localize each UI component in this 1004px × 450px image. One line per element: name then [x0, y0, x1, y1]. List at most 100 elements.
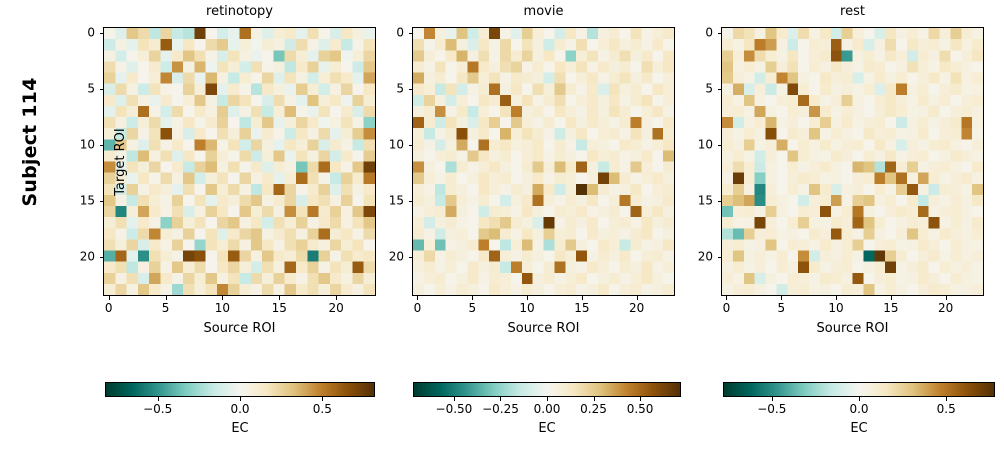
- colorbar-tick-label: −0.25: [482, 402, 519, 416]
- colorbar-tick-mark: [593, 397, 595, 401]
- heatmap-image-rest: [722, 28, 983, 295]
- heatmap-axes-rest[interactable]: [721, 27, 984, 296]
- y-tick-mark: [717, 144, 721, 146]
- y-tick-label: 0: [396, 25, 404, 40]
- x-tick-mark: [165, 296, 167, 300]
- colorbar-tick-mark: [547, 397, 548, 401]
- colorbar-tick-mark: [640, 397, 642, 401]
- y-tick-mark: [717, 200, 721, 202]
- colorbar-tick-label: 0.50: [626, 402, 654, 416]
- y-tick-label: 0: [87, 25, 95, 40]
- y-tick-label: 5: [705, 81, 713, 96]
- y-tick-mark: [99, 88, 103, 90]
- x-axis-label: Source ROI: [203, 321, 276, 336]
- y-tick-label: 10: [388, 137, 404, 152]
- panel-title-retinotopy: retinotopy: [206, 4, 273, 19]
- y-tick-label: 20: [388, 249, 404, 264]
- colorbar-tick-label: −0.50: [435, 402, 473, 416]
- y-tick-label: 0: [705, 25, 713, 40]
- colorbar-label: EC: [850, 421, 868, 436]
- colorbar-tick-label: 0.5: [936, 402, 956, 416]
- colorbar-gradient: [723, 382, 995, 397]
- y-axis-label: Target ROI: [113, 127, 128, 196]
- y-tick-label: 15: [697, 193, 713, 208]
- y-tick-mark: [717, 256, 721, 258]
- colorbar-tick-label: 0.0: [230, 402, 250, 416]
- heatmap-panel-retinotopy: retinotopy 0 5 10 15 20 0 5 10 15 20 Source ROI Targ…: [80, 5, 376, 336]
- y-tick-mark: [99, 256, 103, 258]
- colorbar-tick-mark: [157, 397, 159, 401]
- x-tick-mark: [581, 296, 583, 300]
- colorbar-gradient: [413, 382, 681, 397]
- row-label-subject: Subject 114: [19, 77, 41, 207]
- y-tick-mark: [408, 200, 412, 202]
- y-tick-mark: [408, 32, 412, 34]
- x-tick-label: 20: [938, 301, 954, 315]
- x-tick-label: 20: [629, 301, 645, 315]
- panel-title-movie: movie: [523, 4, 564, 19]
- colorbar-tick-mark: [946, 397, 948, 401]
- x-tick-mark: [222, 296, 224, 300]
- x-tick-label: 15: [271, 301, 287, 315]
- y-tick-mark: [717, 88, 721, 90]
- x-tick-label: 0: [413, 301, 422, 315]
- x-axis-label: Source ROI: [816, 321, 889, 336]
- y-tick-mark: [99, 200, 103, 202]
- y-tick-label: 15: [388, 193, 404, 208]
- x-tick-label: 10: [519, 301, 535, 315]
- y-tick-label: 10: [79, 137, 95, 152]
- x-tick-mark: [636, 296, 638, 300]
- heatmap-image-movie: [413, 28, 674, 295]
- colorbar-movie: −0.50 −0.25 0.00 0.25 0.50 EC: [413, 382, 681, 436]
- colorbar-rest: −0.5 0.0 0.5 EC: [723, 382, 995, 436]
- x-tick-label: 20: [328, 301, 344, 315]
- colorbar-tick-mark: [322, 397, 324, 401]
- y-tick-label: 5: [87, 81, 95, 96]
- x-tick-label: 10: [214, 301, 231, 315]
- colorbar-tick-label: 0.5: [312, 402, 332, 416]
- y-tick-label: 20: [697, 249, 713, 264]
- y-tick-mark: [99, 144, 103, 146]
- colorbar-tick-mark: [771, 397, 773, 401]
- colorbar-tick-mark: [500, 397, 502, 401]
- x-tick-mark: [945, 296, 947, 300]
- x-tick-label: 15: [883, 301, 899, 315]
- x-axis-label: Source ROI: [507, 321, 580, 336]
- y-tick-label: 20: [79, 249, 95, 264]
- colorbar-gradient: [105, 382, 375, 397]
- heatmap-panel-rest: rest 0 5 10 15 20 0 5 10 15 20 Source ROI: [698, 5, 984, 336]
- y-tick-label: 10: [697, 137, 713, 152]
- y-tick-mark: [99, 32, 103, 34]
- x-tick-mark: [108, 296, 110, 300]
- x-tick-label: 5: [161, 301, 170, 315]
- y-tick-label: 5: [396, 81, 404, 96]
- x-tick-label: 0: [722, 301, 731, 315]
- x-tick-mark: [890, 296, 892, 300]
- x-tick-mark: [781, 296, 783, 300]
- x-tick-mark: [279, 296, 281, 300]
- y-tick-mark: [408, 88, 412, 90]
- x-tick-mark: [336, 296, 338, 300]
- y-tick-label: 15: [79, 193, 95, 208]
- x-tick-label: 5: [777, 301, 786, 315]
- colorbar-tick-label: −0.5: [757, 402, 787, 416]
- colorbar-retinotopy: −0.5 0.0 0.5 EC: [105, 382, 375, 436]
- colorbar-tick-mark: [240, 397, 241, 401]
- y-tick-mark: [717, 32, 721, 34]
- colorbar-tick-label: −0.5: [143, 402, 173, 416]
- heatmap-axes-retinotopy[interactable]: [103, 27, 376, 296]
- x-tick-mark: [527, 296, 529, 300]
- colorbar-tick-label: 0.25: [580, 402, 607, 416]
- panel-title-rest: rest: [840, 4, 865, 19]
- colorbar-label: EC: [231, 421, 249, 436]
- heatmap-image-retinotopy: [104, 28, 375, 295]
- x-tick-label: 0: [104, 301, 113, 315]
- colorbar-tick-mark: [859, 397, 860, 401]
- x-tick-mark: [726, 296, 728, 300]
- x-tick-label: 5: [468, 301, 477, 315]
- colorbar-label: EC: [538, 421, 556, 436]
- y-tick-mark: [408, 256, 412, 258]
- y-tick-mark: [408, 144, 412, 146]
- heatmap-axes-movie[interactable]: [412, 27, 675, 296]
